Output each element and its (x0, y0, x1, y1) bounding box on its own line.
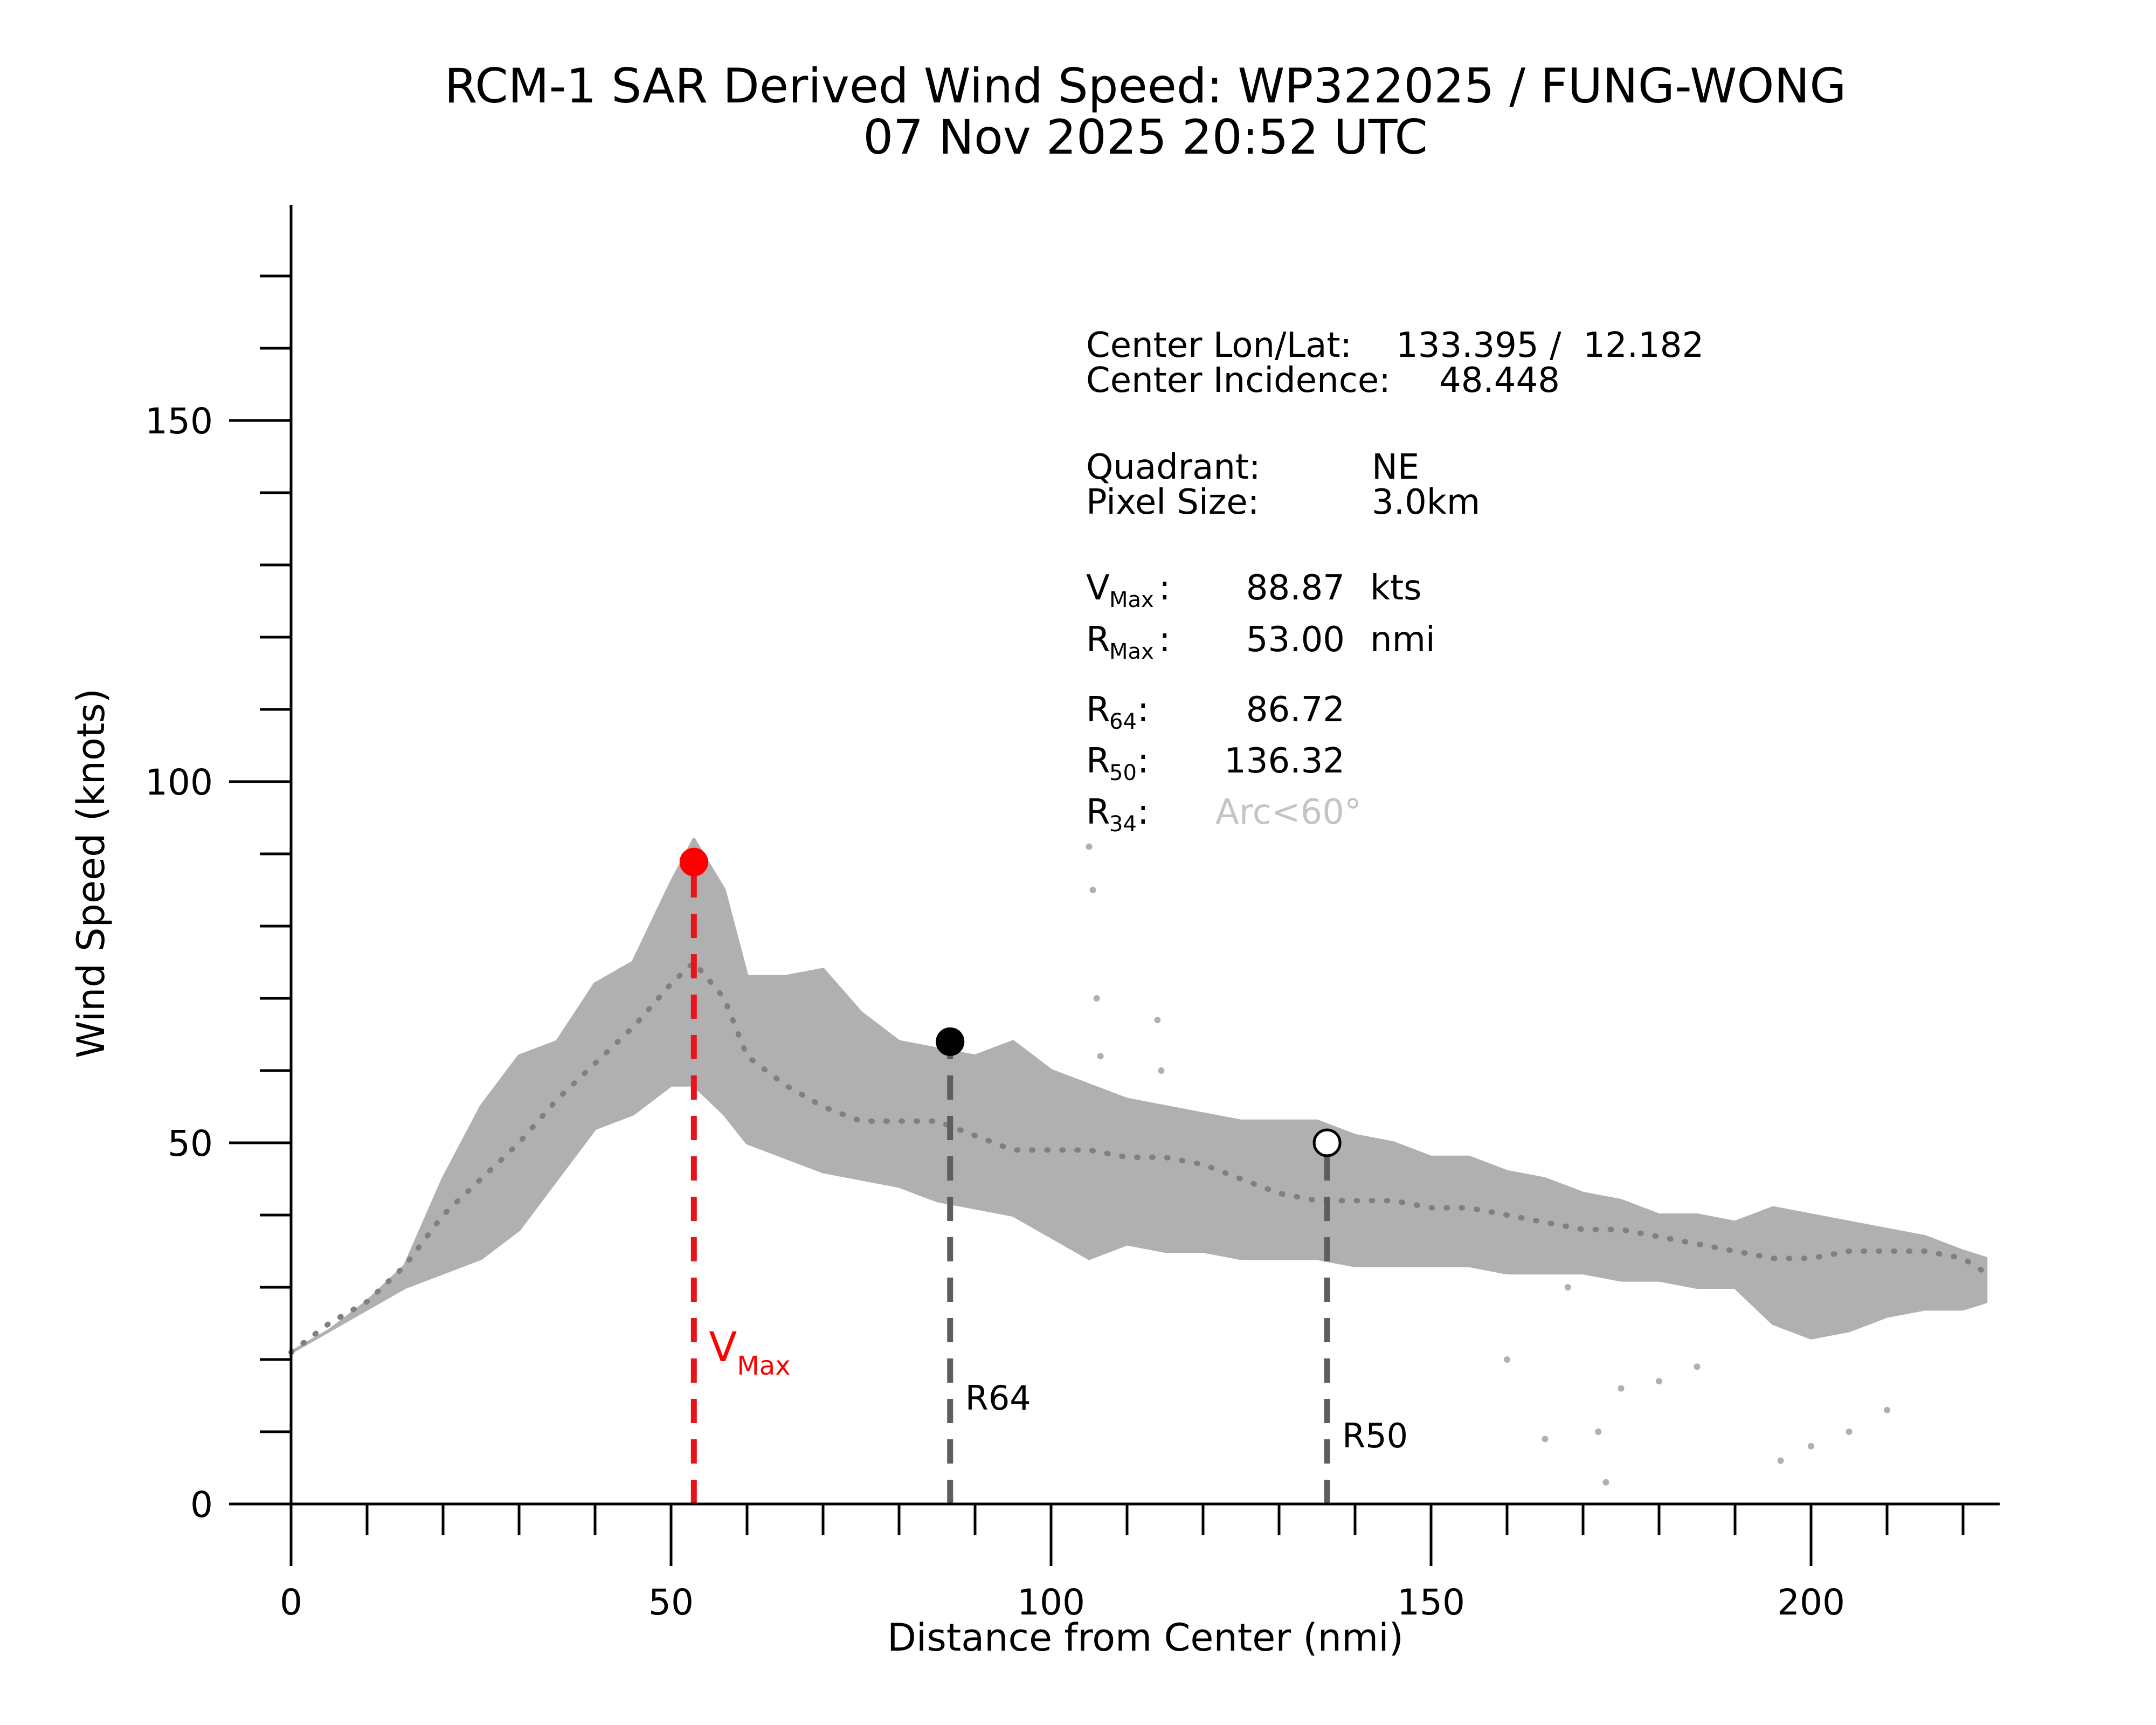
r34-label-sub: 34 (1109, 812, 1137, 837)
scatter-envelope-band (289, 838, 1988, 1354)
r50-label-sub: 50 (1109, 761, 1137, 785)
quadrant-value: NE (1372, 447, 1419, 487)
outlier-point (1564, 1284, 1571, 1291)
y-axis-title: Wind Speed (knots) (69, 688, 113, 1058)
scatter-envelope-layer (289, 838, 1988, 1354)
r64-label-sub: 64 (1109, 709, 1137, 734)
pixel-size-label: Pixel Size: (1086, 482, 1259, 522)
rmax-label-main: R (1086, 620, 1110, 660)
x-tick-label: 200 (1777, 1582, 1845, 1623)
vmax-marker-point (679, 847, 708, 877)
r50-marker-point (1312, 1128, 1342, 1157)
x-tick-label: 100 (1017, 1582, 1085, 1623)
outlier-point (1086, 843, 1093, 850)
y-tick-label: 0 (190, 1484, 213, 1526)
y-tick-label: 100 (145, 762, 213, 803)
r50-marker-label: R50 (1342, 1416, 1408, 1455)
vmax-marker-label-sub: Max (737, 1351, 790, 1381)
rmax-label-colon: : (1159, 620, 1171, 660)
outlier-point (1504, 1356, 1510, 1363)
outlier-point (1884, 1406, 1890, 1413)
r64-label-colon: : (1137, 690, 1149, 730)
outlier-point (1656, 1378, 1662, 1385)
x-tick-label: 0 (280, 1582, 302, 1623)
r34-label-main: R (1086, 792, 1110, 832)
vmax-label-sub: Max (1109, 588, 1154, 612)
quadrant-label: Quadrant: (1086, 447, 1261, 487)
outlier-point (1618, 1385, 1625, 1392)
vmax-unit: kts (1370, 568, 1422, 608)
r64-marker-point (936, 1027, 965, 1056)
outlier-point (1595, 1429, 1602, 1435)
rmax-value: 53.00 (1246, 620, 1345, 660)
center-incidence-label: Center Incidence: (1086, 361, 1391, 401)
tick-marks: 0 50 100 150 200 0 50 100 150 (145, 274, 1965, 1623)
outlier-point (1694, 1363, 1701, 1370)
outlier-point (1602, 1479, 1609, 1486)
vmax-label-colon: : (1159, 568, 1171, 608)
r64-value: 86.72 (1246, 690, 1345, 730)
center-lonlat-value: 133.395 / 12.182 (1396, 326, 1704, 365)
outlier-point (1089, 887, 1096, 893)
outlier-point (1846, 1429, 1853, 1435)
pixel-size-value: 3.0km (1372, 482, 1480, 522)
y-tick-label: 50 (168, 1123, 213, 1164)
chart-subtitle: 07 Nov 2025 20:52 UTC (863, 109, 1428, 165)
outlier-point (1808, 1443, 1814, 1450)
chart-title: RCM-1 SAR Derived Wind Speed: WP322025 /… (445, 58, 1847, 114)
outlier-point (1777, 1457, 1784, 1464)
radius-markers-layer: V Max R64 R50 (679, 847, 1408, 1504)
vmax-value: 88.87 (1246, 568, 1345, 608)
center-incidence-value: 48.448 (1439, 361, 1560, 401)
r34-label-colon: : (1137, 792, 1149, 832)
outlier-point (1097, 1053, 1104, 1060)
r64-marker-label: R64 (965, 1378, 1031, 1418)
info-panel: Center Lon/Lat: 133.395 / 12.182 Center … (1086, 326, 1704, 837)
outlier-point (1542, 1436, 1549, 1443)
center-lonlat-label: Center Lon/Lat: (1086, 326, 1352, 365)
y-tick-label: 150 (145, 401, 213, 442)
r50-value: 136.32 (1224, 741, 1345, 781)
outlier-point (1093, 995, 1100, 1002)
x-tick-label: 50 (648, 1582, 694, 1623)
vmax-marker-label: V (709, 1323, 737, 1371)
r34-value: Arc<60° (1215, 792, 1362, 832)
r50-label-main: R (1086, 741, 1110, 781)
rmax-unit: nmi (1370, 620, 1435, 660)
rmax-label-sub: Max (1109, 639, 1154, 664)
x-tick-label: 150 (1397, 1582, 1465, 1623)
r64-label-main: R (1086, 690, 1110, 730)
outlier-points-layer (1086, 843, 1890, 1486)
r50-label-colon: : (1137, 741, 1149, 781)
outlier-point (1154, 1017, 1161, 1024)
outlier-point (1158, 1067, 1165, 1074)
x-axis-title: Distance from Center (nmi) (887, 1616, 1404, 1660)
vmax-label-main: V (1086, 568, 1110, 608)
